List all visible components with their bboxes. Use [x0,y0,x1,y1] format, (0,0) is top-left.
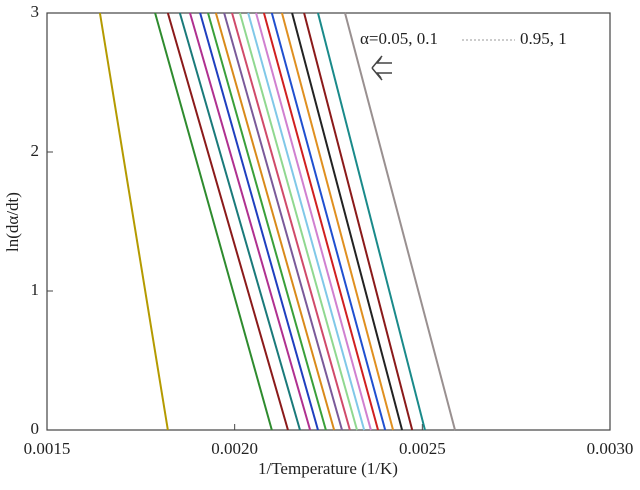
series-line [247,12,366,431]
arrow-icon [371,55,392,81]
series-line [178,12,301,431]
plot-frame [46,12,611,431]
series-line [255,12,372,431]
series-line [262,12,380,431]
series-line [223,12,343,431]
annotation: α=0.05, 0.1 [360,29,438,48]
x-tick-label: 0.0025 [399,439,446,458]
series-line [231,12,351,431]
y-tick-label: 1 [31,280,40,299]
y-axis-label: ln(dα/dt) [3,192,22,252]
series-line [189,12,312,431]
y-tick-label: 0 [31,419,40,438]
x-axis-label: 1/Temperature (1/K) [258,459,398,478]
series-line [270,12,387,431]
x-tick-label: 0.0020 [211,439,258,458]
x-tick-label: 0.0015 [24,439,71,458]
series-line [207,12,327,431]
series-line [154,12,273,431]
series-line [303,12,414,431]
series-line [166,12,289,431]
series-line [344,12,456,431]
series-line [199,12,319,431]
y-tick-label: 3 [31,2,40,21]
series-line [291,12,404,431]
series-line [98,12,169,431]
annotation: 0.95, 1 [520,29,567,48]
series-line [280,12,395,431]
series-line [317,12,426,431]
series-line [238,12,358,431]
series-line [214,12,336,431]
y-tick-label: 2 [31,141,40,160]
x-tick-label: 0.0030 [587,439,634,458]
